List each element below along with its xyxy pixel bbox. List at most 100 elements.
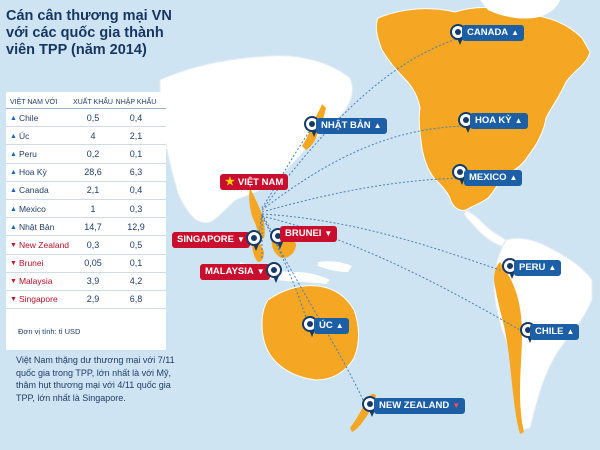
country-name: Brunei xyxy=(18,258,44,269)
down-arrow-icon: ▼ xyxy=(10,296,17,304)
down-arrow-icon: ▼ xyxy=(10,241,17,249)
cell-export: 0,2 xyxy=(86,148,100,159)
table-row: ▲ Hoa Kỳ 28,6 6,3 xyxy=(6,164,166,182)
label-singapore-text: SINGAPORE xyxy=(177,234,235,245)
header-country: VIỆT NAM VỚI xyxy=(10,99,58,106)
cell-import: 0,1 xyxy=(129,148,143,159)
table-row: ▲ Mexico 1 0,3 xyxy=(6,200,166,219)
cell-country: ▲ Hoa Kỳ xyxy=(6,167,72,177)
label-uc: ÚC ▲ xyxy=(314,318,349,334)
route-mexico xyxy=(261,177,461,213)
star-icon: ★ xyxy=(225,176,235,188)
cell-country: ▲ Mexico xyxy=(6,204,72,214)
cell-country: ▼ Singapore xyxy=(6,294,72,304)
label-nhatban: NHẬT BẢN ▲ xyxy=(316,118,387,134)
country-name: Nhật Bản xyxy=(18,221,55,232)
up-arrow-icon: ▲ xyxy=(509,173,518,182)
label-peru-text: PERU xyxy=(519,262,546,273)
down-arrow-icon: ▼ xyxy=(237,235,245,244)
up-arrow-icon: ▲ xyxy=(373,121,382,130)
label-nhatban-text: NHẬT BẢN xyxy=(321,120,371,131)
page-title: Cán cân thương mại VN với các quốc gia t… xyxy=(6,8,172,58)
label-newzealand: NEW ZEALAND ▼ xyxy=(374,398,466,414)
cell-import: 4,2 xyxy=(129,276,143,287)
cell-country: ▼ Malaysia xyxy=(6,276,72,286)
cell-country: ▲ Peru xyxy=(6,149,72,159)
up-arrow-icon: ▲ xyxy=(335,321,344,330)
cell-import: 6,3 xyxy=(129,167,143,178)
label-vietnam-text: VIỆT NAM xyxy=(237,177,284,188)
cell-import: 0,4 xyxy=(129,112,143,123)
country-name: Hoa Kỳ xyxy=(18,167,47,178)
header-export: XUẤT KHẨU xyxy=(73,99,113,106)
table-row: ▲ Canada 2,1 0,4 xyxy=(6,182,166,200)
up-arrow-icon: ▲ xyxy=(10,187,17,195)
country-name: Malaysia xyxy=(18,276,53,287)
up-arrow-icon: ▲ xyxy=(10,114,17,122)
label-malaysia: MALAYSIA ▼ xyxy=(200,264,270,280)
country-name: Peru xyxy=(18,148,37,159)
table-row: ▲ Peru 0,2 0,1 xyxy=(6,145,166,164)
cell-import: 0,3 xyxy=(129,203,143,214)
cell-import: 0,5 xyxy=(129,239,143,250)
down-arrow-icon: ▼ xyxy=(452,401,461,410)
country-name: New Zealand xyxy=(18,239,70,250)
label-mexico: MEXICO ▲ xyxy=(464,170,523,186)
cell-import: 12,9 xyxy=(127,221,145,232)
cell-export: 4 xyxy=(90,130,96,141)
cell-import: 6,8 xyxy=(129,294,143,305)
cell-country: ▼ New Zealand xyxy=(6,240,72,250)
trade-table: VIỆT NAM VỚI XUẤT KHẨU NHẬP KHẨU ▲ Chile 0… xyxy=(6,92,166,350)
cell-export: 28,6 xyxy=(84,167,102,178)
down-arrow-icon: ▼ xyxy=(10,260,17,268)
country-name: Singapore xyxy=(18,294,58,305)
label-vietnam: ★ VIỆT NAM xyxy=(220,174,289,190)
label-mexico-text: MEXICO xyxy=(469,172,507,183)
label-singapore: SINGAPORE ▼ xyxy=(172,232,250,248)
cell-country: ▲ Canada xyxy=(6,185,72,195)
land-indonesia xyxy=(240,262,330,284)
unit-note: Đơn vị tính: tỉ USD xyxy=(18,327,81,336)
label-uc-text: ÚC xyxy=(319,320,333,331)
up-arrow-icon: ▲ xyxy=(511,28,520,37)
table-body: ▲ Chile 0,5 0,4 ▲ Úc 4 2,1 ▲ Peru 0,2 0,1 ▲ Hoa Kỳ 28,… xyxy=(6,109,166,310)
cell-import: 0,1 xyxy=(129,258,143,269)
summary-note: Việt Nam thặng dư thương mại với 7/11 qu… xyxy=(16,355,175,403)
cell-export: 0,3 xyxy=(86,239,100,250)
cell-export: 2,1 xyxy=(86,185,100,196)
up-arrow-icon: ▲ xyxy=(10,169,17,177)
up-arrow-icon: ▲ xyxy=(566,327,575,336)
land-papua xyxy=(318,261,352,272)
label-malaysia-text: MALAYSIA xyxy=(205,266,254,277)
cell-export: 0,5 xyxy=(86,112,100,123)
cell-export: 2,9 xyxy=(86,294,100,305)
land-north-america xyxy=(375,7,591,211)
table-row: ▼ Brunei 0,05 0,1 xyxy=(6,255,166,273)
cell-country: ▲ Chile xyxy=(6,113,72,123)
table-row: ▼ New Zealand 0,3 0,5 xyxy=(6,236,166,255)
label-canada: CANADA ▲ xyxy=(462,25,525,41)
cell-export: 14,7 xyxy=(84,221,102,232)
table-row: ▲ Úc 4 2,1 xyxy=(6,127,166,146)
route-peru xyxy=(261,213,501,271)
pin-singapore-icon xyxy=(246,230,262,251)
cell-import: 2,1 xyxy=(129,130,143,141)
land-peru-chile xyxy=(494,262,524,434)
label-newzealand-text: NEW ZEALAND xyxy=(379,400,450,411)
country-name: Mexico xyxy=(18,203,46,214)
country-name: Canada xyxy=(18,185,49,196)
label-hoaky: HOA KỲ ▲ xyxy=(470,113,528,129)
table-row: ▼ Singapore 2,9 6,8 xyxy=(6,291,166,310)
up-arrow-icon: ▲ xyxy=(10,223,17,231)
table-row: ▲ Chile 0,5 0,4 xyxy=(6,109,166,128)
pin-malaysia-icon xyxy=(266,262,282,283)
label-brunei-text: BRUNEI xyxy=(285,228,322,239)
label-peru: PERU ▲ xyxy=(514,260,562,276)
up-arrow-icon: ▲ xyxy=(548,263,557,272)
route-hoaky xyxy=(261,125,467,211)
cell-export: 0,05 xyxy=(84,258,102,269)
land-central-america xyxy=(463,209,507,247)
land-greenland xyxy=(480,0,560,19)
up-arrow-icon: ▲ xyxy=(10,205,17,213)
